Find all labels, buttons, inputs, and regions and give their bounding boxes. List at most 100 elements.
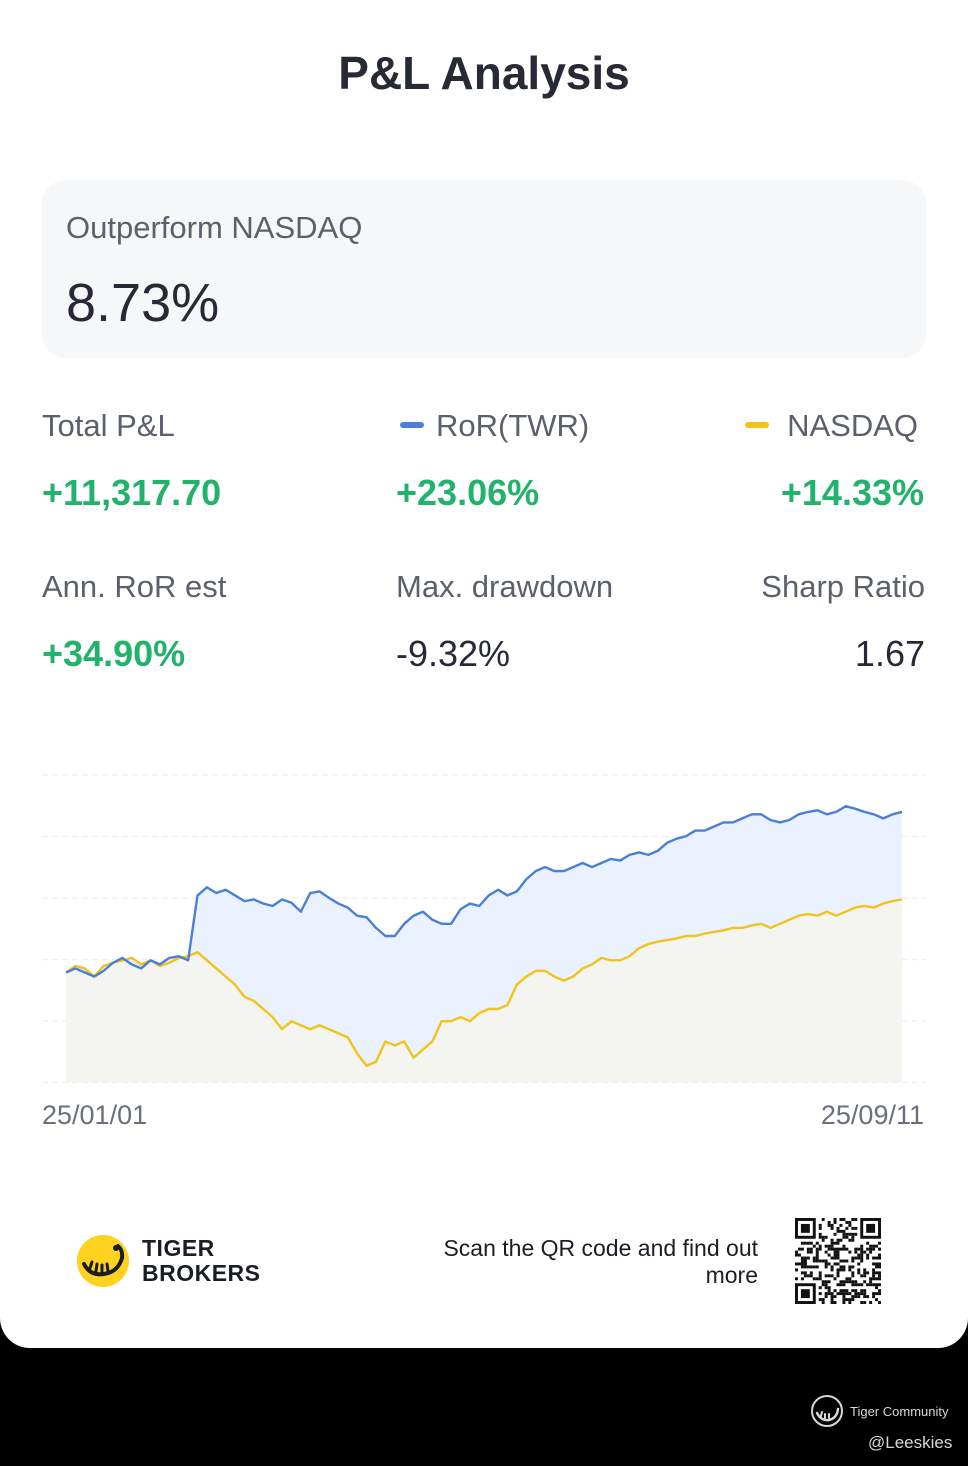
qr-module xyxy=(800,1265,804,1269)
qr-module xyxy=(827,1262,831,1266)
qr-module xyxy=(854,1247,858,1251)
qr-module xyxy=(878,1265,881,1269)
qr-module xyxy=(866,1295,870,1299)
qr-module xyxy=(851,1271,855,1275)
community-label: Tiger Community xyxy=(850,1404,949,1419)
outperform-label: Outperform NASDAQ xyxy=(66,210,363,245)
qr-module xyxy=(872,1283,876,1287)
brand-line-2: BROKERS xyxy=(142,1260,261,1286)
max-drawdown-value: -9.32% xyxy=(396,633,511,674)
qr-module xyxy=(863,1271,867,1275)
qr-module xyxy=(845,1298,849,1302)
qr-module xyxy=(815,1250,819,1254)
qr-module xyxy=(878,1283,881,1287)
qr-module xyxy=(860,1256,864,1260)
qr-module xyxy=(869,1247,873,1251)
qr-module xyxy=(836,1241,840,1245)
qr-module xyxy=(857,1256,861,1260)
qr-module xyxy=(863,1301,867,1304)
qr-module xyxy=(872,1277,876,1281)
qr-module xyxy=(833,1301,837,1304)
qr-module xyxy=(800,1247,804,1251)
qr-module xyxy=(806,1265,810,1269)
qr-module xyxy=(827,1220,831,1224)
qr-module xyxy=(812,1277,816,1281)
qr-module xyxy=(854,1283,858,1287)
qr-module xyxy=(833,1277,837,1281)
qr-module xyxy=(824,1292,828,1296)
qr-module xyxy=(839,1223,843,1227)
qr-module xyxy=(830,1274,834,1278)
qr-module xyxy=(857,1271,861,1275)
qr-module xyxy=(860,1289,864,1293)
ror-twr-label: RoR(TWR) xyxy=(436,408,590,443)
qr-module xyxy=(854,1232,858,1236)
qr-module xyxy=(854,1226,858,1230)
qr-module xyxy=(833,1247,837,1251)
qr-module xyxy=(848,1238,852,1242)
qr-module xyxy=(848,1292,852,1296)
qr-module xyxy=(845,1259,849,1263)
qr-module xyxy=(851,1298,855,1302)
qr-module xyxy=(815,1256,819,1260)
qr-module xyxy=(875,1292,879,1296)
ror-twr-series-line xyxy=(65,805,903,978)
qr-module xyxy=(872,1274,876,1278)
qr-module xyxy=(875,1262,879,1266)
qr-module xyxy=(821,1235,825,1239)
qr-module xyxy=(812,1244,816,1248)
qr-module xyxy=(878,1256,881,1260)
qr-module xyxy=(851,1256,855,1260)
qr-module xyxy=(833,1250,837,1254)
qr-module xyxy=(836,1250,840,1254)
qr-module xyxy=(839,1259,843,1263)
qr-module xyxy=(818,1298,822,1302)
qr-module xyxy=(803,1274,807,1278)
qr-module xyxy=(830,1295,834,1299)
qr-code[interactable] xyxy=(795,1218,881,1304)
qr-module xyxy=(860,1244,864,1248)
qr-module xyxy=(824,1235,828,1239)
nasdaq-area xyxy=(66,899,902,1082)
qr-module xyxy=(836,1292,840,1296)
qr-module xyxy=(851,1235,855,1239)
qr-module xyxy=(854,1289,858,1293)
qr-module xyxy=(830,1241,834,1245)
qr-module xyxy=(869,1250,873,1254)
scan-qr-text: Scan the QR code and find out more xyxy=(443,1235,758,1288)
qr-module xyxy=(824,1259,828,1263)
qr-module xyxy=(836,1271,840,1275)
qr-module xyxy=(860,1247,864,1251)
qr-module xyxy=(842,1295,846,1299)
qr-module xyxy=(800,1259,804,1263)
user-handle: @Leeskies xyxy=(868,1433,953,1452)
qr-module xyxy=(836,1268,840,1272)
qr-module xyxy=(863,1280,867,1284)
qr-module xyxy=(845,1247,849,1251)
qr-module xyxy=(866,1253,870,1257)
qr-module xyxy=(842,1232,846,1236)
qr-module xyxy=(872,1268,876,1272)
qr-module xyxy=(842,1218,846,1221)
qr-module xyxy=(833,1232,837,1236)
qr-module xyxy=(839,1265,843,1269)
qr-module xyxy=(803,1259,807,1263)
qr-module xyxy=(833,1218,837,1221)
qr-module xyxy=(845,1226,849,1230)
qr-module xyxy=(854,1292,858,1296)
qr-module xyxy=(797,1253,801,1257)
qr-module xyxy=(857,1253,861,1257)
qr-module xyxy=(845,1232,849,1236)
qr-module xyxy=(878,1292,881,1296)
qr-module xyxy=(818,1232,822,1236)
qr-module xyxy=(863,1292,867,1296)
qr-module xyxy=(848,1277,852,1281)
qr-module xyxy=(800,1271,804,1275)
qr-module xyxy=(809,1241,813,1245)
qr-module xyxy=(827,1244,831,1248)
qr-module xyxy=(845,1289,849,1293)
qr-module xyxy=(878,1289,881,1293)
qr-module xyxy=(809,1250,813,1254)
qr-module xyxy=(833,1241,837,1245)
qr-module xyxy=(824,1280,828,1284)
